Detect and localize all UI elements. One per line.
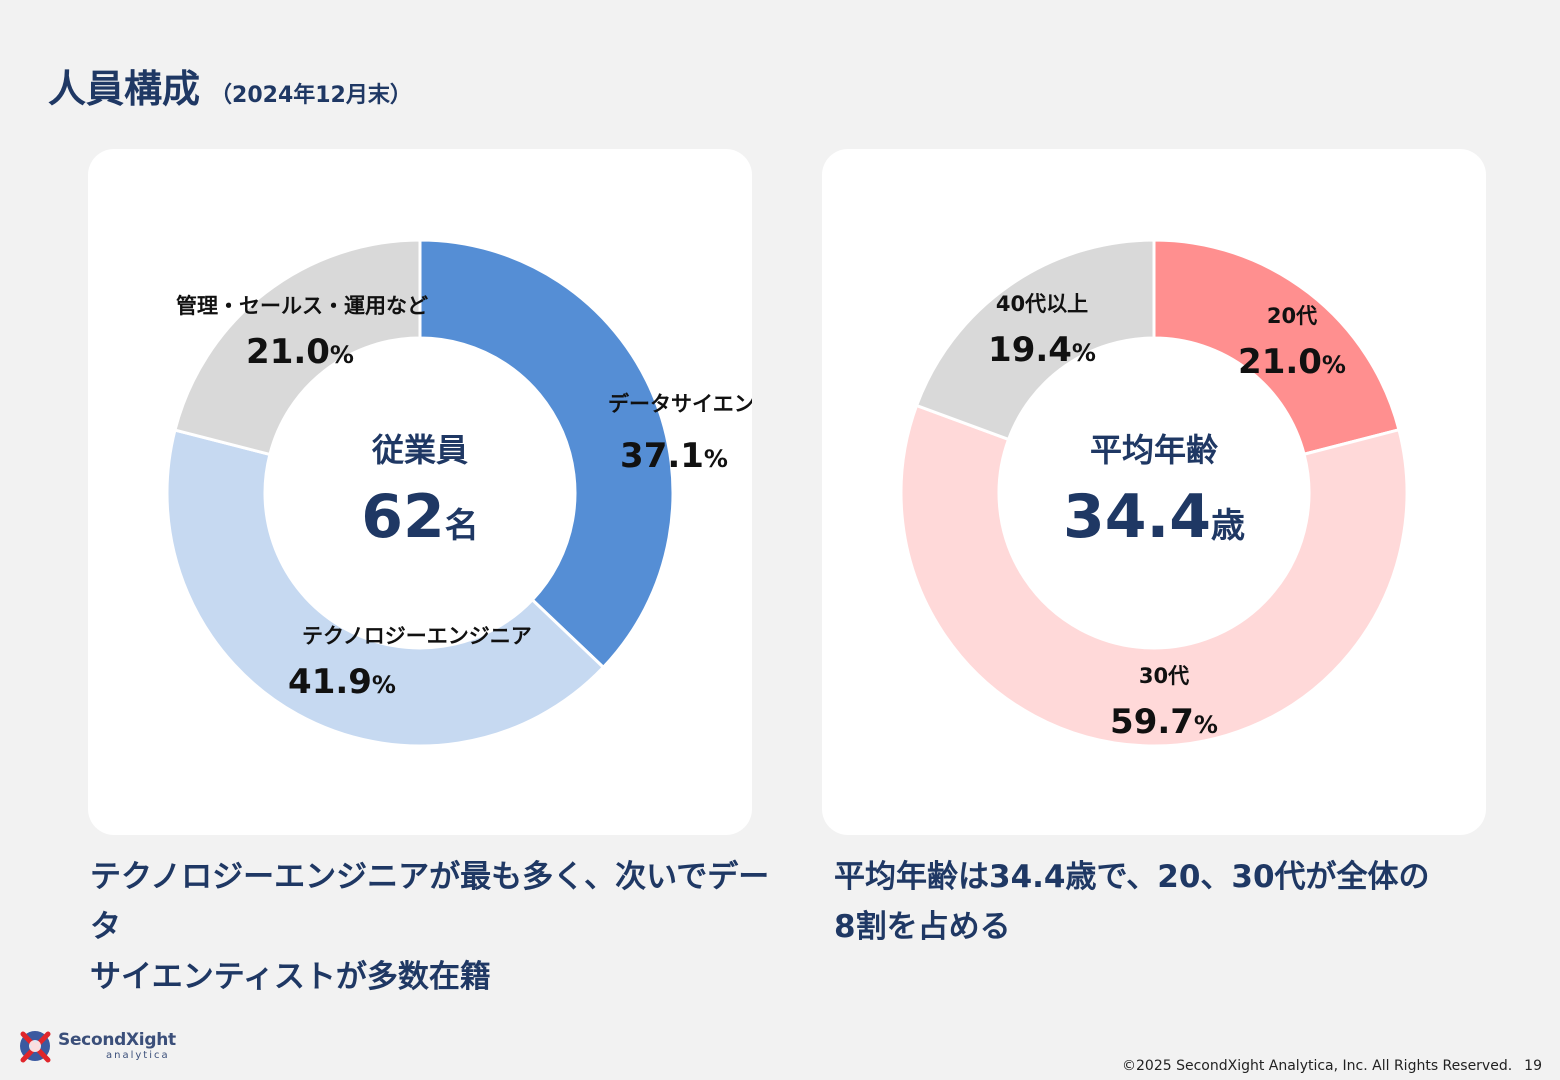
company-logo: SecondXight analytica	[18, 1024, 198, 1070]
page-number: 19	[1524, 1058, 1542, 1074]
slice-category-label: 40代以上	[996, 292, 1088, 316]
page-title: 人員構成 （2024年12月末）	[48, 58, 412, 113]
slice-category-label: 30代	[1139, 664, 1189, 688]
donut-slice	[914, 238, 1156, 442]
slice-category-label: 管理・セールス・運用など	[176, 294, 428, 318]
slice-category-label: テクノロジーエンジニア	[302, 624, 532, 648]
logo-icon	[20, 1031, 51, 1063]
employee-caption: テクノロジーエンジニアが最も多く、次いでデータ サイエンティストが多数在籍	[90, 852, 770, 1002]
footer: ©2025 SecondXight Analytica, Inc. All Ri…	[1122, 1058, 1542, 1074]
center-value: 62名	[361, 482, 479, 552]
title-main: 人員構成	[48, 67, 201, 111]
caption-line: 8割を占める	[834, 909, 1011, 945]
slice-value-label: 19.4%	[988, 330, 1096, 370]
caption-line: テクノロジーエンジニアが最も多く、次いでデータ	[90, 859, 770, 945]
age-caption: 平均年齢は34.4歳で、20、30代が全体の 8割を占める	[834, 852, 1514, 952]
slice-value-label: 21.0%	[246, 332, 354, 372]
donut-slice	[165, 428, 606, 748]
title-subtitle: （2024年12月末）	[210, 83, 412, 108]
donut-slice	[1152, 238, 1401, 457]
slice-value-label: 37.1%	[620, 436, 728, 476]
center-value: 34.4歳	[1063, 482, 1245, 552]
center-label: 平均年齢	[1090, 431, 1218, 469]
copyright-text: ©2025 SecondXight Analytica, Inc. All Ri…	[1122, 1058, 1513, 1074]
center-label: 従業員	[371, 431, 468, 469]
slice-category-label: 20代	[1267, 304, 1317, 328]
donut-slice	[418, 238, 675, 670]
slice-value-label: 21.0%	[1238, 342, 1346, 382]
logo-subtitle: analytica	[106, 1050, 170, 1061]
logo-name: SecondXight	[58, 1030, 176, 1050]
donut-slice	[899, 403, 1409, 748]
slice-value-label: 41.9%	[288, 662, 396, 702]
caption-line: サイエンティストが多数在籍	[90, 959, 491, 995]
donut-slice	[173, 238, 422, 457]
caption-line: 平均年齢は34.4歳で、20、30代が全体の	[834, 859, 1430, 895]
age-chart-card: 20代 21.0% 30代 59.7% 40代以上 19.4% 平均年齢 34.4歳	[822, 149, 1486, 835]
age-donut-chart: 20代 21.0% 30代 59.7% 40代以上 19.4% 平均年齢 34.4歳	[899, 238, 1409, 748]
slice-value-label: 59.7%	[1110, 702, 1218, 742]
